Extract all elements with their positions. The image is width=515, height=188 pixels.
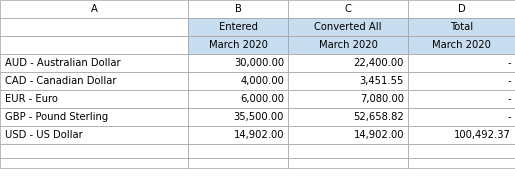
Bar <box>408 144 515 158</box>
Text: 52,658.82: 52,658.82 <box>353 112 404 122</box>
Bar <box>0 108 188 126</box>
Bar <box>408 54 515 72</box>
Bar <box>288 72 408 90</box>
Bar <box>188 0 288 18</box>
Bar <box>0 90 188 108</box>
Bar <box>288 158 408 168</box>
Bar <box>188 18 288 36</box>
Bar <box>0 72 188 90</box>
Bar <box>0 126 188 144</box>
Bar <box>288 126 408 144</box>
Bar <box>0 18 188 36</box>
Text: 14,902.00: 14,902.00 <box>233 130 284 140</box>
Text: 30,000.00: 30,000.00 <box>234 58 284 68</box>
Bar <box>0 0 188 18</box>
Text: -: - <box>507 94 511 104</box>
Text: -: - <box>507 58 511 68</box>
Bar <box>188 36 288 54</box>
Bar <box>288 90 408 108</box>
Bar <box>0 36 188 54</box>
Bar <box>408 0 515 18</box>
Bar <box>408 126 515 144</box>
Text: A: A <box>91 4 97 14</box>
Bar <box>408 158 515 168</box>
Bar <box>408 36 515 54</box>
Bar <box>188 126 288 144</box>
Text: Converted All: Converted All <box>314 22 382 32</box>
Bar <box>188 54 288 72</box>
Text: March 2020: March 2020 <box>319 40 377 50</box>
Text: AUD - Australian Dollar: AUD - Australian Dollar <box>5 58 121 68</box>
Text: 14,902.00: 14,902.00 <box>353 130 404 140</box>
Text: CAD - Canadian Dollar: CAD - Canadian Dollar <box>5 76 116 86</box>
Bar <box>288 144 408 158</box>
Text: 6,000.00: 6,000.00 <box>240 94 284 104</box>
Text: USD - US Dollar: USD - US Dollar <box>5 130 83 140</box>
Text: D: D <box>458 4 466 14</box>
Bar <box>0 54 188 72</box>
Text: 22,400.00: 22,400.00 <box>354 58 404 68</box>
Bar <box>0 144 188 158</box>
Text: -: - <box>507 76 511 86</box>
Text: B: B <box>234 4 242 14</box>
Text: March 2020: March 2020 <box>432 40 491 50</box>
Text: 4,000.00: 4,000.00 <box>240 76 284 86</box>
Bar <box>288 36 408 54</box>
Bar <box>288 54 408 72</box>
Bar <box>408 108 515 126</box>
Bar <box>188 108 288 126</box>
Bar <box>288 108 408 126</box>
Bar <box>408 18 515 36</box>
Text: GBP - Pound Sterling: GBP - Pound Sterling <box>5 112 108 122</box>
Bar <box>408 72 515 90</box>
Text: EUR - Euro: EUR - Euro <box>5 94 58 104</box>
Text: C: C <box>345 4 351 14</box>
Bar <box>188 72 288 90</box>
Bar <box>288 0 408 18</box>
Text: Total: Total <box>450 22 473 32</box>
Bar <box>288 18 408 36</box>
Text: March 2020: March 2020 <box>209 40 267 50</box>
Text: 100,492.37: 100,492.37 <box>454 130 511 140</box>
Bar <box>0 158 188 168</box>
Text: 3,451.55: 3,451.55 <box>359 76 404 86</box>
Text: Entered: Entered <box>218 22 258 32</box>
Bar <box>408 90 515 108</box>
Text: 35,500.00: 35,500.00 <box>234 112 284 122</box>
Text: -: - <box>507 112 511 122</box>
Text: 7,080.00: 7,080.00 <box>360 94 404 104</box>
Bar <box>188 90 288 108</box>
Bar <box>188 158 288 168</box>
Bar <box>188 144 288 158</box>
